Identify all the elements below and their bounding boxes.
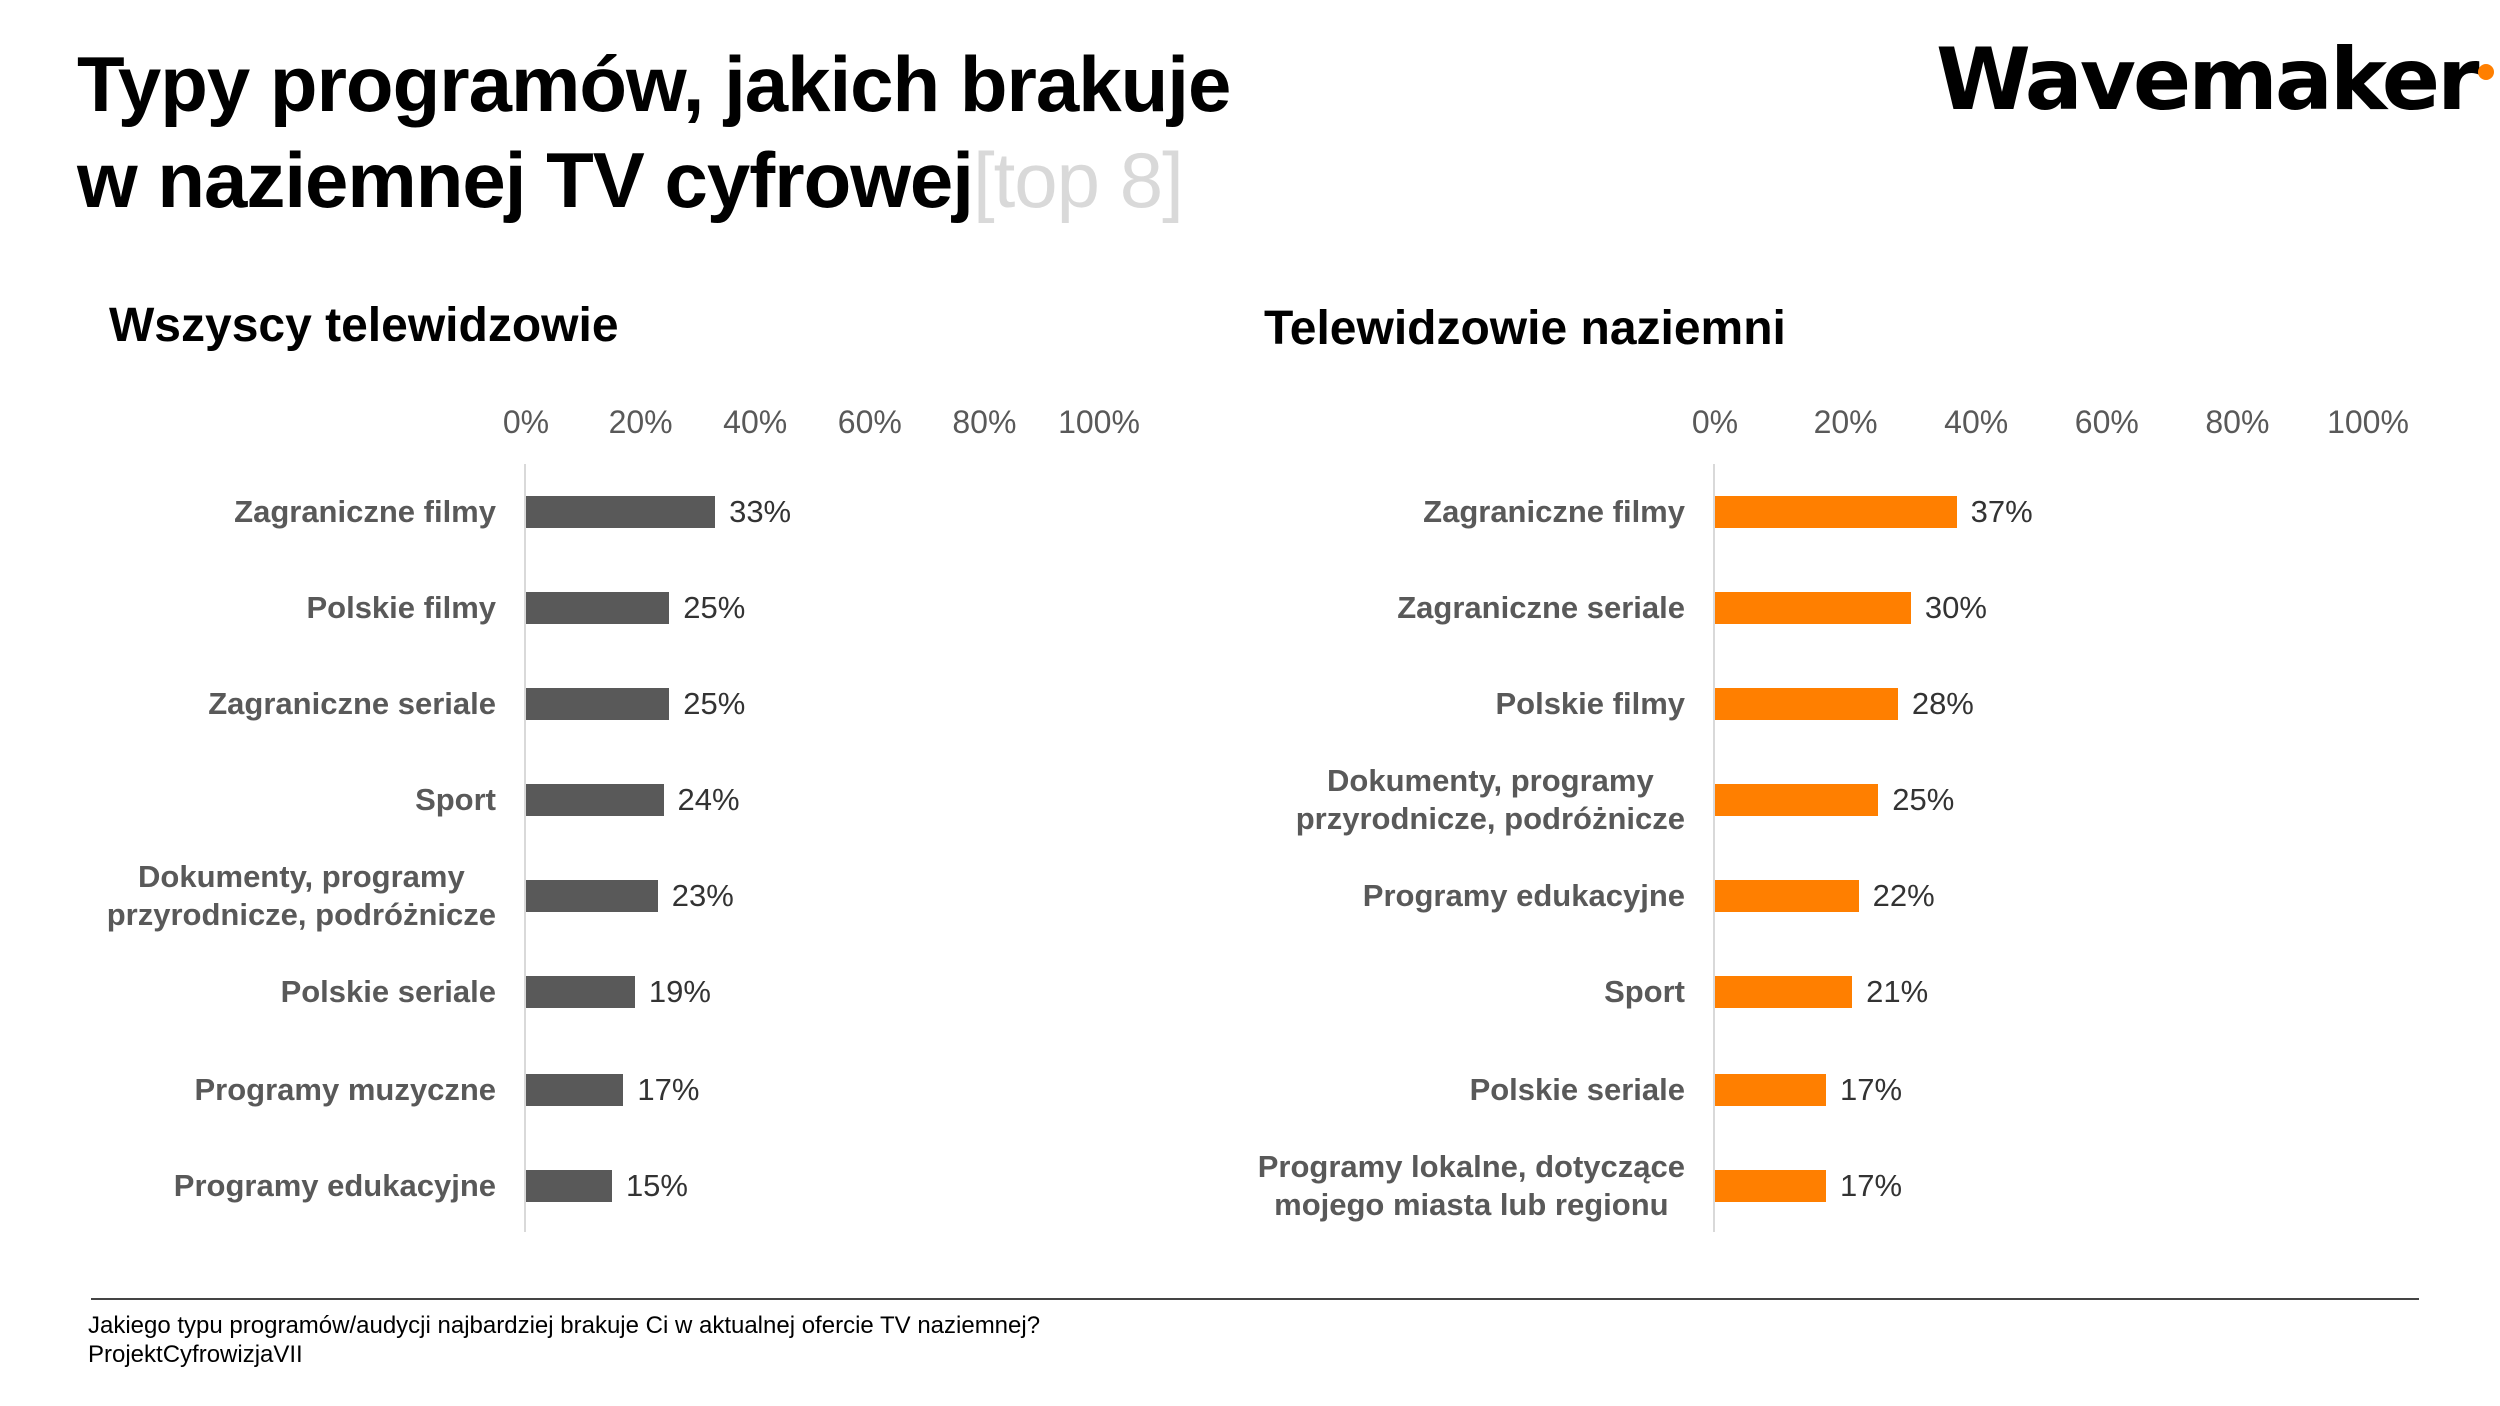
data-label: 17% (637, 1072, 700, 1107)
data-label: 17% (1840, 1168, 1903, 1203)
bar (1715, 688, 1898, 720)
bar (526, 592, 670, 624)
category-label: Zagraniczne seriale (208, 686, 496, 721)
bar (1715, 784, 1879, 816)
category-label: Dokumenty, programy przyrodnicze, podróżn… (106, 859, 496, 932)
category-label: Programy edukacyjne (1362, 878, 1685, 913)
x-tick-label: 20% (608, 404, 673, 440)
data-label: 22% (1872, 878, 1935, 913)
x-tick-label: 80% (952, 404, 1017, 440)
bar (1715, 976, 1853, 1008)
page-title: Typy programów, jakich brakuje w naziemn… (77, 36, 1231, 228)
data-label: 17% (1840, 1072, 1903, 1107)
data-label: 21% (1866, 974, 1929, 1009)
data-label: 37% (1970, 494, 2033, 529)
footer-divider (91, 1298, 2419, 1300)
x-tick-label: 60% (2074, 404, 2139, 440)
x-tick-label: 100% (2327, 404, 2409, 440)
x-tick-label: 0% (1691, 404, 1739, 440)
bar (1715, 1170, 1826, 1202)
title-line-2: w naziemnej TV cyfrowej (77, 136, 974, 224)
data-label: 33% (729, 494, 792, 529)
bar (526, 976, 635, 1008)
data-label: 28% (1911, 686, 1974, 721)
category-label: Polskie filmy (306, 590, 496, 625)
category-label: Programy edukacyjne (173, 1168, 496, 1203)
x-tick-label: 0% (502, 404, 550, 440)
bar (1715, 880, 1859, 912)
data-label: 25% (683, 590, 746, 625)
bar (526, 784, 664, 816)
bar (1715, 592, 1911, 624)
chart-title-terrestrial-viewers: Telewidzowie naziemni (1264, 302, 1786, 355)
data-label: 23% (671, 878, 734, 913)
data-label: 25% (1892, 782, 1955, 817)
category-label: Polskie filmy (1495, 686, 1685, 721)
bar (1715, 496, 1957, 528)
x-tick-label: 40% (1944, 404, 2009, 440)
data-label: 19% (648, 974, 711, 1009)
category-label: Sport (415, 782, 496, 817)
title-suffix: [top 8] (972, 136, 1184, 224)
data-label: 30% (1924, 590, 1987, 625)
category-label: Programy lokalne, dotyczące mojego miasta… (1257, 1149, 1685, 1222)
footer-source: ProjektCyfrowizjaVII (88, 1341, 303, 1368)
category-label: Zagraniczne seriale (1397, 590, 1685, 625)
data-label: 25% (683, 686, 746, 721)
category-label: Programy muzyczne (194, 1072, 497, 1107)
title-line-1: Typy programów, jakich brakuje (77, 40, 1231, 128)
category-label: Zagraniczne filmy (234, 494, 496, 529)
bar (1715, 1074, 1826, 1106)
data-label: 15% (625, 1168, 688, 1203)
x-tick-label: 60% (837, 404, 902, 440)
y-axis-line (524, 464, 526, 1232)
category-label: Zagraniczne filmy (1423, 494, 1685, 529)
x-tick-label: 100% (1058, 404, 1140, 440)
data-label: 24% (677, 782, 740, 817)
logo-dot (2478, 64, 2495, 80)
bar (526, 880, 658, 912)
bar (526, 1074, 624, 1106)
category-label: Polskie seriale (1469, 1072, 1685, 1107)
bar (526, 1170, 612, 1202)
bar (526, 688, 670, 720)
category-label: Polskie seriale (280, 974, 496, 1009)
x-tick-label: 20% (1813, 404, 1878, 440)
x-tick-label: 80% (2205, 404, 2270, 440)
bar (526, 496, 716, 528)
y-axis-line (1713, 464, 1715, 1232)
wavemaker-logo: Wavemaker (1936, 30, 2495, 130)
chart-title-all-viewers: Wszyscy telewidzowie (109, 299, 619, 352)
footer-question: Jakiego typu programów/audycji najbardzi… (88, 1312, 1041, 1339)
category-label: Dokumenty, programy przyrodnicze, podróżn… (1295, 763, 1685, 836)
category-label: Sport (1604, 974, 1685, 1009)
x-tick-label: 40% (723, 404, 788, 440)
